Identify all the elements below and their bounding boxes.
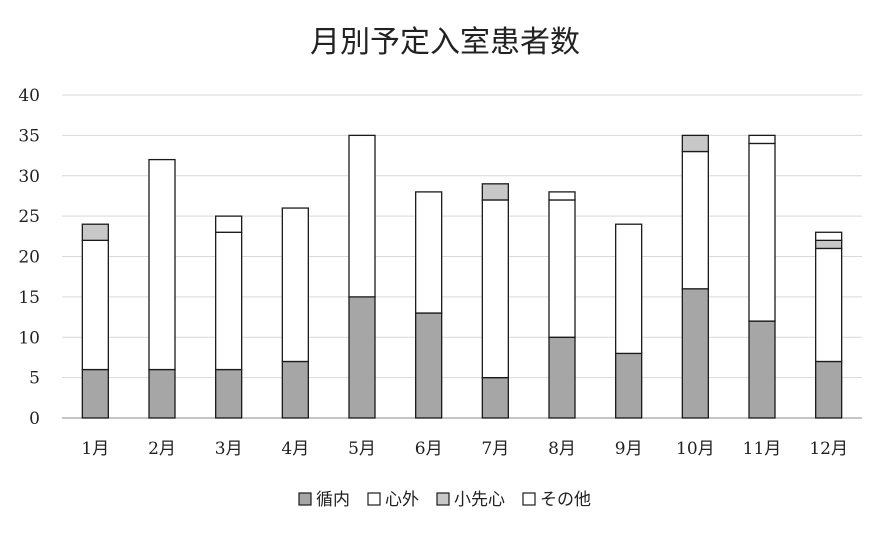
bar-segment: [148, 368, 176, 419]
x-tick-label: 7月: [481, 439, 509, 459]
bar-segment: [815, 247, 843, 363]
legend-swatch: [367, 492, 381, 506]
x-tick-label: 3月: [215, 439, 243, 459]
legend-item: 小先心: [436, 490, 505, 510]
bar-segment: [548, 336, 576, 419]
y-tick-label: 15: [18, 288, 40, 308]
legend: 循内 心外 小先心 その他: [298, 490, 591, 510]
bar-segment: [81, 223, 109, 241]
bar-segment: [548, 199, 576, 338]
bar-segment: [748, 320, 776, 419]
bar-segment: [548, 191, 576, 201]
legend-label: 心外: [385, 490, 419, 510]
y-tick-label: 20: [18, 248, 40, 268]
x-tick-label: 8月: [548, 439, 576, 459]
x-axis-ticks: 1月 2月 3月 4月 5月 6月 7月 8月 9月 10月 11月 12月: [81, 439, 848, 459]
bar-segment: [748, 142, 776, 322]
x-tick-label: 5月: [348, 439, 376, 459]
bar-segment: [81, 239, 109, 371]
bar-segment: [215, 215, 243, 233]
legend-swatch: [436, 492, 450, 506]
gridlines: [62, 94, 862, 419]
bar-segment: [615, 223, 643, 355]
bar-segment: [481, 183, 509, 201]
legend-item: 循内: [298, 490, 350, 510]
bar-segment: [815, 239, 843, 250]
x-tick-label: 9月: [615, 439, 643, 459]
bar-segment: [281, 207, 309, 363]
legend-item: その他: [522, 490, 591, 510]
legend-label: 小先心: [454, 490, 505, 510]
legend-label: その他: [540, 490, 591, 510]
x-tick-label: 12月: [809, 439, 848, 459]
bar-segment: [681, 134, 709, 153]
bar-segment: [81, 368, 109, 419]
legend-swatch: [522, 492, 536, 506]
chart-title: 月別予定入室患者数: [310, 25, 580, 60]
bar-segment: [215, 231, 243, 371]
y-tick-label: 5: [29, 369, 40, 389]
bar-segment: [281, 360, 309, 419]
legend-swatch: [298, 492, 312, 506]
bar-segment: [681, 150, 709, 290]
bar-segment: [748, 134, 776, 145]
legend-item: 心外: [367, 490, 419, 510]
y-tick-label: 10: [18, 328, 40, 348]
bar-segment: [815, 360, 843, 419]
x-tick-label: 10月: [676, 439, 715, 459]
bar-segment: [815, 231, 843, 241]
x-tick-label: 6月: [415, 439, 443, 459]
bar-segment: [348, 296, 376, 419]
bar-segment: [681, 288, 709, 419]
x-tick-label: 11月: [743, 439, 782, 459]
y-axis-ticks: 0 5 10 15 20 25 30 35 40: [18, 86, 40, 429]
y-tick-label: 30: [18, 167, 40, 187]
y-tick-label: 25: [18, 207, 40, 227]
y-tick-label: 40: [18, 86, 40, 106]
bar-segment: [148, 158, 176, 371]
bar-segment: [481, 199, 509, 379]
bar-segment: [481, 376, 509, 419]
bar-segment: [415, 191, 443, 314]
bars: [81, 134, 843, 419]
bar-segment: [415, 312, 443, 419]
bar-segment: [348, 134, 376, 298]
bar-segment: [615, 352, 643, 419]
x-tick-label: 1月: [81, 439, 109, 459]
legend-label: 循内: [316, 490, 350, 510]
y-tick-label: 0: [29, 409, 40, 429]
x-tick-label: 4月: [281, 439, 309, 459]
x-tick-label: 2月: [148, 439, 176, 459]
y-tick-label: 35: [18, 126, 40, 146]
bar-segment: [215, 368, 243, 419]
